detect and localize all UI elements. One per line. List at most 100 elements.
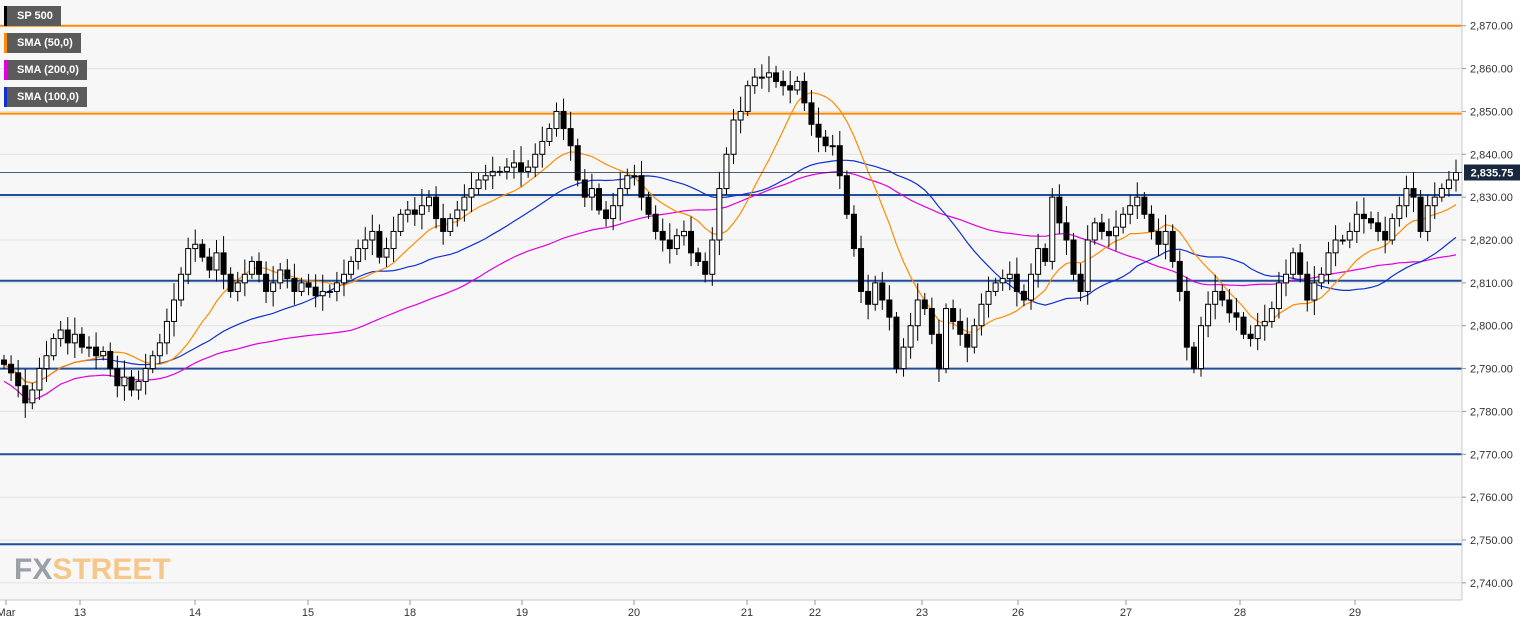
legend-swatch [4, 6, 7, 26]
candle-body [1105, 230, 1112, 237]
candle-body [348, 260, 355, 275]
legend-swatch [4, 33, 7, 53]
candle-body [1042, 248, 1049, 262]
candle-body [893, 316, 900, 370]
candle-body [149, 355, 156, 370]
candle-body [1098, 222, 1105, 232]
candle-body [390, 230, 397, 250]
candles [1, 56, 1459, 418]
candle-body [199, 243, 206, 258]
candle-body [843, 175, 850, 215]
candle-body [985, 290, 992, 305]
candle-body [879, 282, 886, 301]
candle-body [128, 376, 135, 391]
candle-body [1155, 230, 1162, 245]
candle-body [780, 80, 787, 87]
candle-body [1431, 196, 1438, 207]
candle-body [376, 230, 383, 258]
candle-body [588, 188, 595, 198]
candle-body [1141, 196, 1148, 215]
candle-body [546, 128, 553, 142]
candle-body [773, 72, 780, 82]
candle-body [581, 179, 588, 198]
legend-item-sp500[interactable]: SP 500 [4, 6, 61, 26]
legend-label: SMA (200,0) [17, 64, 79, 76]
candle-body [1127, 205, 1134, 215]
candle-body [1382, 230, 1389, 241]
candle-body [617, 188, 624, 207]
candle-body [539, 140, 546, 155]
candle-body [192, 243, 199, 250]
candle-body [567, 128, 574, 147]
candle-body [1275, 282, 1282, 310]
legend-label: SMA (100,0) [17, 91, 79, 103]
candle-body [1290, 252, 1297, 275]
current-price-badge: 2,835.75 [0, 164, 1520, 181]
sma-50-line [3, 91, 1457, 384]
y-tick-label: 2,750.00 [1470, 535, 1513, 547]
candle-body [241, 273, 248, 284]
current-price-label: 2,835.75 [1471, 168, 1514, 180]
candle-body [418, 205, 425, 215]
legend-item-sma100[interactable]: SMA (100,0) [4, 87, 87, 107]
candle-body [220, 252, 227, 275]
candle-body [1240, 316, 1247, 335]
candle-body [1438, 188, 1445, 198]
candle-body [1113, 226, 1120, 237]
legend-label: SMA (50,0) [17, 37, 73, 49]
x-tick-label: 21 [741, 607, 753, 619]
candle-body [100, 350, 107, 357]
x-tick-label: 22 [809, 607, 821, 619]
candle-body [475, 179, 482, 190]
candle-body [1077, 273, 1084, 292]
candle-body [574, 145, 581, 181]
logo-part-fx: FX [14, 553, 53, 586]
candle-body [1028, 273, 1035, 301]
candle-body [1219, 290, 1226, 301]
candle-body [935, 333, 942, 370]
candle-body [1013, 273, 1020, 292]
candle-body [1212, 290, 1219, 305]
legend-item-sma200[interactable]: SMA (200,0) [4, 60, 87, 80]
plot-area [0, 0, 1462, 600]
candle-body [1403, 188, 1410, 207]
candle-body [553, 110, 560, 130]
candle-body [702, 260, 709, 275]
candle-body [652, 213, 659, 232]
candle-body [928, 308, 935, 335]
candle-body [1325, 252, 1332, 275]
y-tick-label: 2,790.00 [1470, 364, 1513, 376]
candle-body [1353, 213, 1360, 232]
candle-body [298, 282, 305, 292]
candle-body [121, 376, 128, 387]
candle-body [1205, 303, 1212, 327]
candle-body [1169, 230, 1176, 262]
candle-body [1304, 273, 1311, 301]
candle-body [383, 248, 390, 258]
candle-body [454, 209, 461, 220]
candle-body [1375, 222, 1382, 232]
candle-body [921, 299, 928, 310]
candle-body [277, 269, 284, 284]
x-tick-label: 13 [74, 607, 86, 619]
legend: SP 500 SMA (50,0) SMA (200,0) SMA (100,0… [4, 6, 87, 114]
candle-body [836, 145, 843, 177]
candle-body [107, 350, 114, 370]
candle-body [489, 170, 496, 177]
candle-body [1247, 333, 1254, 340]
candle-body [560, 110, 567, 130]
y-tick-label: 2,780.00 [1470, 406, 1513, 418]
candle-body [326, 290, 333, 293]
candle-body [170, 299, 177, 322]
legend-item-sma50[interactable]: SMA (50,0) [4, 33, 81, 53]
candle-body [850, 213, 857, 250]
candle-body [284, 269, 291, 280]
candle-body [397, 213, 404, 232]
x-tick-label: 27 [1120, 607, 1132, 619]
candle-body [1389, 218, 1396, 241]
x-tick-label: 20 [628, 607, 640, 619]
candle-body [688, 230, 695, 254]
candle-body [787, 85, 794, 91]
candle-body [156, 342, 163, 357]
